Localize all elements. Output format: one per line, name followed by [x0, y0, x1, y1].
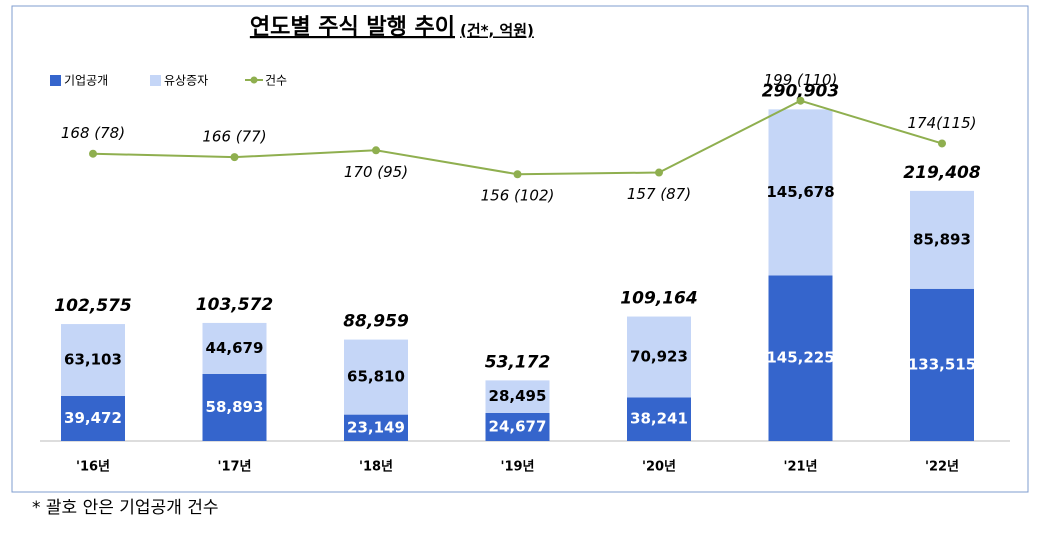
bar-value-label: 44,679 — [206, 339, 264, 357]
bar-value-label: 65,810 — [347, 368, 405, 386]
line-point — [938, 139, 946, 148]
line-value-label: 157 (87) — [627, 185, 691, 203]
x-tick-label: '22년 — [925, 460, 959, 475]
bar-segment — [61, 396, 125, 441]
line-value-label: 168 (78) — [61, 124, 125, 142]
x-tick-label: '16년 — [76, 460, 110, 475]
total-label: 53,172 — [485, 352, 551, 372]
line-point — [655, 168, 663, 177]
legend-swatch — [250, 76, 258, 84]
bar-value-label: 85,893 — [913, 230, 971, 248]
line-value-label: 156 (102) — [481, 187, 555, 205]
legend-label: 건수 — [265, 74, 287, 88]
bar-value-label: 70,923 — [630, 347, 688, 365]
bar-value-label: 145,678 — [766, 183, 834, 201]
bar-segment — [768, 109, 833, 276]
line-point — [513, 170, 522, 179]
x-tick-label: '17년 — [217, 460, 251, 475]
bar-segment — [344, 339, 408, 415]
total-label: 290,903 — [762, 81, 839, 101]
x-tick-label: '19년 — [500, 460, 534, 475]
x-tick-label: '20년 — [642, 460, 676, 475]
chart-title: 연도별 주식 발행 추이 — [250, 15, 455, 40]
legend-label: 기업공개 — [64, 74, 108, 88]
bar-segment — [202, 322, 267, 374]
x-tick-label: '21년 — [783, 460, 817, 475]
bar-value-label: 63,103 — [64, 351, 122, 369]
bar-segment — [910, 288, 974, 441]
bar-segment — [768, 275, 833, 441]
line-value-label: 170 (95) — [344, 163, 408, 181]
bar-segment — [61, 324, 125, 397]
line-point — [89, 149, 97, 158]
total-label: 88,959 — [343, 312, 409, 332]
legend-swatch — [50, 75, 61, 86]
line-point — [230, 153, 239, 162]
bar-value-label: 23,149 — [347, 418, 405, 436]
bar-value-label: 24,677 — [489, 417, 547, 435]
total-label: 102,575 — [54, 296, 131, 316]
bar-value-label: 28,495 — [489, 387, 547, 405]
line-point — [796, 96, 805, 105]
bar-segment — [627, 397, 691, 441]
legend-swatch — [150, 75, 161, 86]
bar-value-label: 39,472 — [64, 409, 122, 427]
bar-segment — [202, 373, 267, 441]
bar-value-label: 145,225 — [766, 349, 834, 367]
bar-segment — [344, 414, 408, 441]
chart-frame — [11, 5, 1029, 493]
chart-subtitle: (건*, 억원) — [460, 22, 534, 40]
bar-value-label: 38,241 — [630, 410, 688, 428]
line-value-label: 199 (110) — [764, 71, 838, 89]
bar-segment — [627, 316, 691, 398]
footnote: * 괄호 안은 기업공개 건수 — [32, 498, 219, 518]
x-tick-label: '18년 — [359, 460, 393, 475]
bar-segment — [485, 412, 550, 441]
bar-value-label: 58,893 — [206, 398, 264, 416]
total-label: 103,572 — [196, 295, 273, 315]
bar-segment — [910, 190, 974, 289]
total-label: 109,164 — [620, 289, 697, 309]
line-point — [372, 146, 380, 155]
bar-value-label: 133,515 — [908, 355, 976, 373]
legend-label: 유상증자 — [164, 74, 208, 88]
line-value-label: 166 (77) — [202, 128, 266, 146]
bar-segment — [485, 380, 550, 413]
total-label: 219,408 — [903, 163, 981, 183]
line-value-label: 174(115) — [908, 114, 977, 132]
